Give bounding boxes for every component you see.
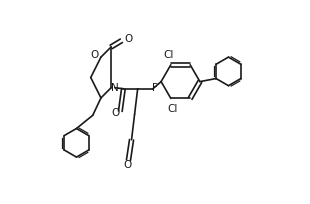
Text: Cl: Cl — [164, 50, 174, 60]
Text: O: O — [123, 160, 131, 170]
Text: N: N — [111, 83, 119, 93]
Text: O: O — [91, 50, 99, 60]
Text: F: F — [152, 83, 158, 93]
Text: Cl: Cl — [168, 104, 178, 114]
Text: O: O — [124, 34, 133, 44]
Text: O: O — [111, 108, 119, 118]
